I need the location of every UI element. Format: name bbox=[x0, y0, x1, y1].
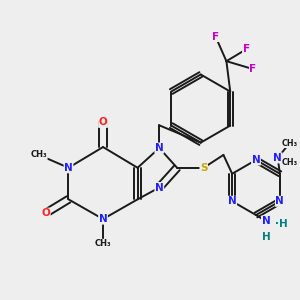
Text: N: N bbox=[275, 196, 284, 206]
Text: CH₃: CH₃ bbox=[281, 158, 298, 167]
Text: N: N bbox=[64, 163, 73, 173]
Text: H: H bbox=[262, 232, 270, 242]
Text: CH₃: CH₃ bbox=[281, 139, 298, 148]
Text: CH₃: CH₃ bbox=[31, 150, 47, 159]
Text: N: N bbox=[273, 153, 282, 163]
Text: F: F bbox=[243, 44, 250, 54]
Text: N: N bbox=[262, 216, 270, 226]
Text: N: N bbox=[99, 214, 107, 224]
Text: O: O bbox=[99, 117, 107, 128]
Text: N: N bbox=[252, 155, 260, 165]
Text: N: N bbox=[228, 196, 236, 206]
Text: N: N bbox=[155, 143, 164, 153]
Text: S: S bbox=[200, 163, 208, 173]
Text: ·H: ·H bbox=[275, 219, 287, 229]
Text: N: N bbox=[155, 182, 164, 193]
Text: O: O bbox=[41, 208, 50, 218]
Text: F: F bbox=[250, 64, 256, 74]
Text: CH₃: CH₃ bbox=[95, 239, 111, 248]
Text: F: F bbox=[212, 32, 219, 41]
